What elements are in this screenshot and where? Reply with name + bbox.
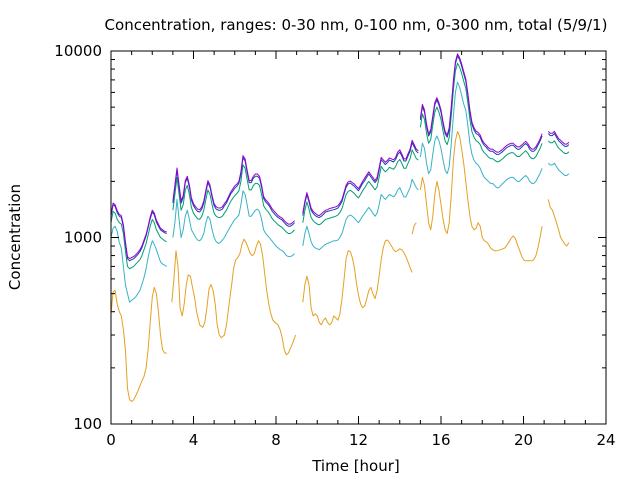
series-0-line-segment-3 [411,222,417,235]
series-1-line-segment-4 [547,162,570,176]
series-2-line-segment-3 [419,62,543,163]
y-tick-label: 100 [73,415,102,433]
chart-title: Concentration, ranges: 0-30 nm, 0-100 nm… [105,16,608,34]
series-2-line-segment-0 [110,210,167,270]
series-1-line-segment-1 [172,190,295,258]
series-0-line-segment-4 [419,131,543,262]
series-2 [110,62,570,270]
series-3-line-segment-3 [419,55,543,155]
series-2-line-segment-2 [302,149,419,226]
series-0 [110,131,570,402]
series-1 [110,81,570,303]
x-tick-label: 4 [189,431,199,449]
series-0-line-segment-2 [302,239,413,326]
y-tick-label: 1000 [64,229,102,247]
series-2-line-segment-4 [547,140,570,154]
series-0-line-segment-5 [547,199,570,247]
series-3-line-segment-2 [302,142,419,218]
series-3-line-segment-1 [172,157,295,227]
series-layer [110,53,570,402]
series-1-line-segment-3 [419,81,543,189]
series-3 [110,55,570,262]
x-tick-label: 0 [106,431,116,449]
series-4-line-segment-1 [172,155,295,225]
series-4-line-segment-0 [110,202,167,260]
x-axis-label: Time [hour] [311,457,400,475]
series-0-line-segment-0 [110,286,167,402]
series-3-line-segment-4 [547,133,570,147]
series-4 [110,53,570,260]
x-tick-label: 20 [514,431,533,449]
series-0-line-segment-1 [171,238,297,356]
y-tick-label: 10000 [54,42,102,60]
x-tick-label: 8 [271,431,281,449]
x-tick-label: 16 [431,431,450,449]
plot-frame [110,50,607,425]
series-2-line-segment-1 [172,164,295,234]
series-1-line-segment-0 [110,225,167,303]
series-4-line-segment-2 [302,139,419,217]
series-4-line-segment-3 [419,53,543,153]
series-4-line-segment-4 [547,130,570,145]
series-1-line-segment-2 [302,178,419,251]
y-axis-label: Concentration [6,184,24,290]
series-3-line-segment-0 [110,204,167,262]
x-tick-label: 12 [349,431,368,449]
x-tick-label: 24 [596,431,615,449]
axes-layer: 0 4 8 12 16 20 24 100 1000 10000 [54,42,615,449]
